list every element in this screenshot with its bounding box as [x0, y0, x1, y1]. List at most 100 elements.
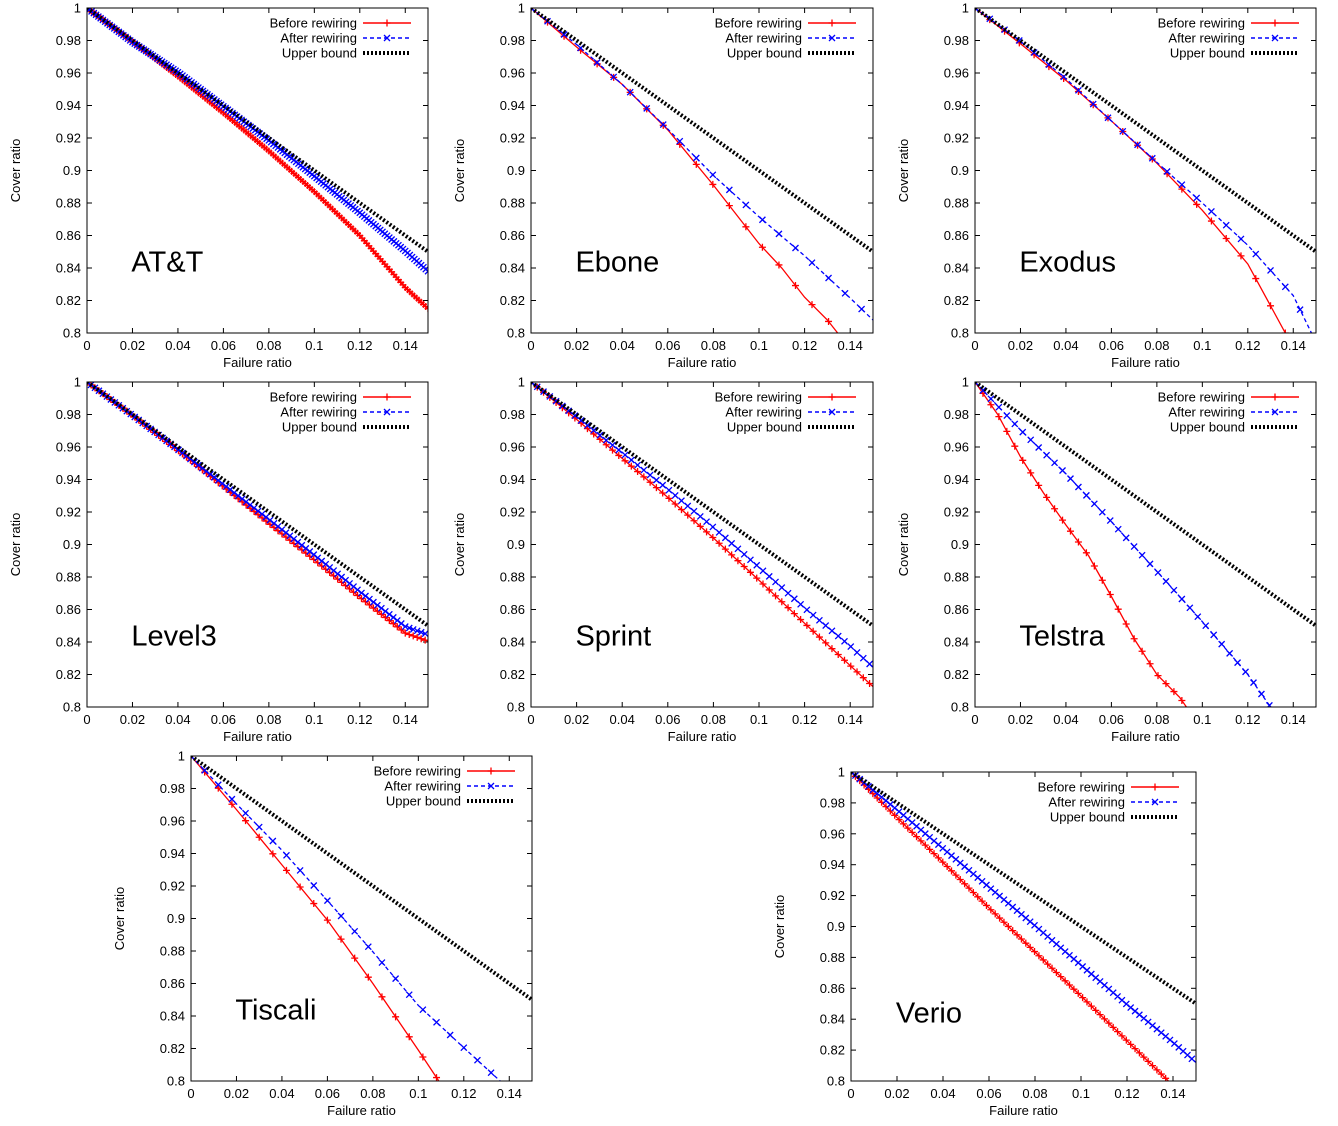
- y-tick-label: 0.92: [944, 131, 969, 146]
- x-tick-label: 0.02: [1008, 712, 1033, 727]
- x-tick-label: 0.06: [1099, 712, 1124, 727]
- y-axis-label: Cover ratio: [772, 895, 787, 959]
- x-tick-label: 0.14: [838, 338, 863, 353]
- legend-label-before: Before rewiring: [1158, 390, 1245, 405]
- network-label: Ebone: [575, 246, 659, 278]
- x-tick-label: 0: [187, 1086, 194, 1101]
- x-tick-label: 0.1: [750, 338, 768, 353]
- legend-label-after: After rewiring: [280, 31, 357, 46]
- y-tick-label: 0.92: [56, 131, 81, 146]
- network-label: Level3: [131, 620, 216, 652]
- x-tick-label: 0.04: [610, 338, 635, 353]
- x-axis-label: Failure ratio: [223, 355, 292, 370]
- x-axis-label: Failure ratio: [327, 1103, 396, 1118]
- x-tick-label: 0.12: [1114, 1086, 1139, 1101]
- y-tick-label: 0.9: [951, 537, 969, 552]
- y-tick-label: 0.8: [167, 1074, 185, 1089]
- x-tick-label: 0.04: [1053, 712, 1078, 727]
- y-tick-label: 0.88: [944, 196, 969, 211]
- y-tick-label: 0.9: [63, 537, 81, 552]
- legend-label-upper: Upper bound: [282, 46, 357, 61]
- x-tick-label: 0.12: [792, 712, 817, 727]
- y-tick-label: 0.9: [507, 163, 525, 178]
- y-tick-label: 1: [518, 375, 525, 390]
- legend-label-upper: Upper bound: [386, 794, 461, 809]
- y-tick-label: 0.82: [944, 667, 969, 682]
- y-tick-label: 0.84: [500, 635, 525, 650]
- y-tick-label: 0.84: [56, 261, 81, 276]
- legend-label-before: Before rewiring: [715, 16, 802, 31]
- legend-label-before: Before rewiring: [1038, 780, 1125, 795]
- y-tick-label: 0.88: [160, 944, 185, 959]
- y-tick-label: 0.96: [820, 826, 845, 841]
- legend-label-upper: Upper bound: [727, 420, 802, 435]
- network-label: Exodus: [1019, 246, 1116, 278]
- y-tick-label: 0.86: [820, 981, 845, 996]
- x-tick-label: 0.1: [1072, 1086, 1090, 1101]
- legend-label-upper: Upper bound: [1170, 46, 1245, 61]
- x-tick-label: 0.04: [165, 712, 190, 727]
- x-tick-label: 0.12: [451, 1086, 476, 1101]
- y-tick-label: 0.92: [500, 131, 525, 146]
- x-tick-label: 0.02: [120, 712, 145, 727]
- y-tick-label: 0.92: [944, 505, 969, 520]
- x-tick-label: 0.1: [305, 712, 323, 727]
- legend-label-upper: Upper bound: [282, 420, 357, 435]
- y-tick-label: 0.88: [500, 570, 525, 585]
- y-tick-label: 0.94: [56, 98, 81, 113]
- x-tick-label: 0.04: [610, 712, 635, 727]
- x-tick-label: 0: [83, 712, 90, 727]
- x-tick-label: 0.12: [347, 712, 372, 727]
- x-tick-label: 0.04: [165, 338, 190, 353]
- y-axis-label: Cover ratio: [112, 887, 127, 951]
- y-tick-label: 0.8: [827, 1074, 845, 1089]
- y-tick-label: 1: [838, 765, 845, 780]
- x-tick-label: 0.02: [224, 1086, 249, 1101]
- y-tick-label: 0.9: [951, 163, 969, 178]
- x-tick-label: 0.06: [211, 338, 236, 353]
- x-tick-label: 0.12: [792, 338, 817, 353]
- x-tick-label: 0.14: [1281, 712, 1306, 727]
- network-label: AT&T: [131, 246, 203, 278]
- y-tick-label: 0.96: [500, 66, 525, 81]
- y-axis-label: Cover ratio: [452, 139, 467, 203]
- y-tick-label: 0.98: [500, 33, 525, 48]
- y-tick-label: 1: [74, 375, 81, 390]
- y-tick-label: 0.94: [500, 98, 525, 113]
- x-tick-label: 0.08: [256, 338, 281, 353]
- legend-label-before: Before rewiring: [270, 390, 357, 405]
- y-tick-label: 0.82: [56, 667, 81, 682]
- x-tick-label: 0: [971, 712, 978, 727]
- y-tick-label: 0.96: [944, 66, 969, 81]
- legend-label-before: Before rewiring: [1158, 16, 1245, 31]
- y-tick-label: 1: [962, 375, 969, 390]
- y-tick-label: 0.86: [944, 602, 969, 617]
- legend-label-upper: Upper bound: [1050, 810, 1125, 825]
- y-tick-label: 0.86: [56, 602, 81, 617]
- y-tick-label: 0.96: [500, 440, 525, 455]
- y-tick-label: 0.98: [944, 407, 969, 422]
- x-tick-label: 0.12: [347, 338, 372, 353]
- x-tick-label: 0: [527, 338, 534, 353]
- x-tick-label: 0.02: [564, 712, 589, 727]
- legend-label-before: Before rewiring: [374, 764, 461, 779]
- network-label: Sprint: [575, 620, 651, 652]
- y-tick-label: 0.8: [507, 700, 525, 715]
- x-tick-label: 0.02: [884, 1086, 909, 1101]
- y-tick-label: 0.94: [820, 857, 845, 872]
- network-label: Verio: [896, 997, 962, 1029]
- y-tick-label: 0.8: [507, 326, 525, 341]
- y-tick-label: 0.88: [500, 196, 525, 211]
- legend-label-after: After rewiring: [725, 405, 802, 420]
- x-tick-label: 0.08: [1144, 338, 1169, 353]
- y-tick-label: 0.94: [500, 472, 525, 487]
- x-tick-label: 0.12: [1235, 712, 1260, 727]
- legend-label-after: After rewiring: [1168, 31, 1245, 46]
- legend-label-after: After rewiring: [1048, 795, 1125, 810]
- y-tick-label: 0.96: [944, 440, 969, 455]
- y-tick-label: 0.92: [160, 879, 185, 894]
- y-tick-label: 0.82: [160, 1041, 185, 1056]
- y-tick-label: 0.98: [820, 795, 845, 810]
- x-tick-label: 0.14: [838, 712, 863, 727]
